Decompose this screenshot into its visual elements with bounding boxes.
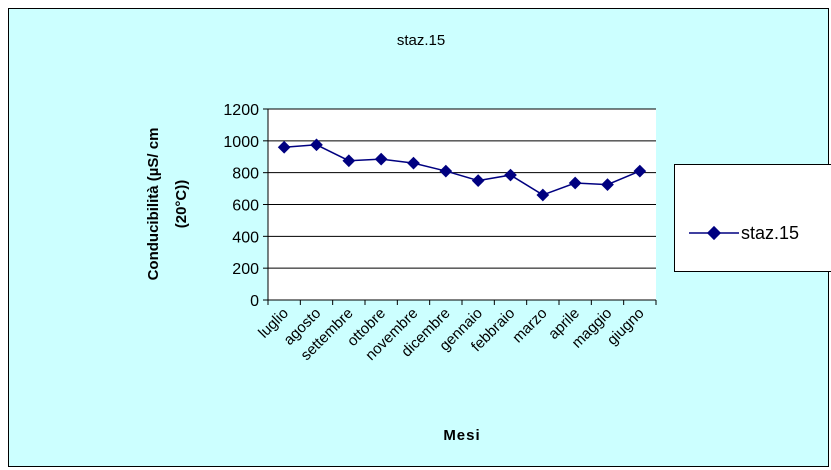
gridlines <box>268 108 656 269</box>
data-point-marker <box>277 140 291 154</box>
chart-title: staz.15 <box>397 32 445 49</box>
x-axis-label: Mesi <box>443 427 480 444</box>
data-point-marker <box>310 138 323 152</box>
y-axis-label-line1: Conducibilità (µS/ cm <box>145 128 162 281</box>
y-tick-label: 800 <box>232 166 259 183</box>
y-tick-label: 1200 <box>223 102 259 119</box>
x-tick-label: giugno <box>604 305 648 349</box>
legend-label-staz15: staz.15 <box>741 223 799 243</box>
data-point-marker <box>439 164 453 178</box>
y-axis-label-line2: (20°C)) <box>173 180 190 229</box>
data-point-marker <box>374 152 388 166</box>
data-point-marker <box>342 154 356 168</box>
y-axis-ticks: 0 200 400 600 800 1000 1200 <box>223 102 268 310</box>
legend: staz.15 <box>674 164 831 272</box>
y-tick-label: 600 <box>232 198 259 215</box>
data-point-marker <box>407 156 420 170</box>
data-point-marker <box>471 174 485 187</box>
x-tick-label: marzo <box>509 305 550 346</box>
y-tick-label: 1000 <box>223 134 259 151</box>
y-tick-label: 0 <box>250 293 259 310</box>
legend-marker-staz15 <box>706 225 722 241</box>
y-tick-label: 400 <box>232 229 259 246</box>
x-axis-ticks: luglioagostosettembreottobrenovembredice… <box>255 300 657 364</box>
y-tick-label: 200 <box>232 261 259 278</box>
